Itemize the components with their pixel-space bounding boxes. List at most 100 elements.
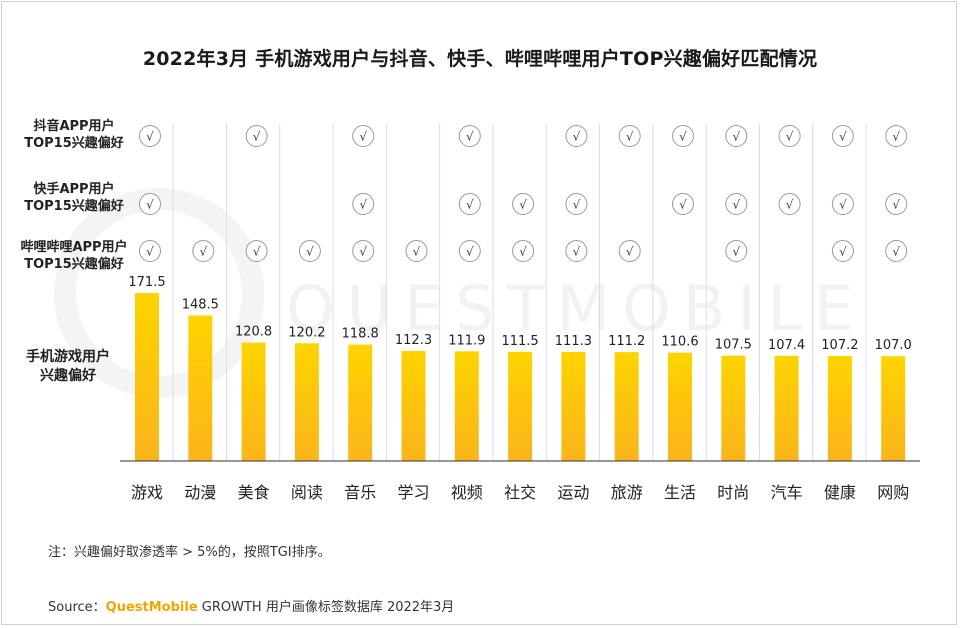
check-mark-douyin: √: [778, 125, 801, 147]
check-symbol: √: [253, 130, 261, 144]
check-mark-douyin: √: [139, 125, 161, 147]
check-mark-bilibili: √: [352, 240, 375, 262]
check-mark-douyin: √: [565, 125, 588, 147]
check-circle-icon: [831, 240, 854, 262]
source-text: GROWTH 用户画像标签数据库 2022年3月: [197, 600, 455, 615]
bar-音乐: [348, 344, 373, 461]
bar-网购: [881, 356, 906, 461]
check-symbol: √: [892, 130, 900, 144]
source-brand: QuestMobile: [105, 600, 198, 615]
source-prefix: Source：: [48, 600, 106, 615]
check-circle-icon: [672, 125, 694, 147]
watermark-text: QUESTMOBILE: [286, 272, 866, 345]
row-label-bilibili-line2: TOP15兴趣偏好: [24, 257, 124, 272]
check-symbol: √: [679, 130, 687, 144]
check-symbol: √: [786, 198, 794, 212]
row-label-bilibili: 哔哩哔哩APP用户 TOP15兴趣偏好: [4, 239, 144, 273]
category-label: 音乐: [344, 483, 376, 502]
bar-视频: [454, 351, 479, 461]
check-circle-icon: [352, 240, 375, 262]
category-label: 学习: [397, 483, 429, 502]
check-symbol: √: [199, 245, 207, 259]
check-mark-bilibili: √: [245, 240, 268, 262]
check-symbol: √: [626, 245, 634, 259]
row-label-kuaishou-line1: 快手APP用户: [33, 182, 115, 197]
check-symbol: √: [573, 130, 581, 144]
value-label: 111.5: [501, 334, 538, 349]
value-label: 111.9: [448, 333, 485, 348]
check-mark-kuaishou: √: [778, 193, 801, 215]
check-mark-kuaishou: √: [565, 193, 588, 215]
check-symbol: √: [466, 130, 474, 144]
check-symbol: √: [892, 198, 900, 212]
source-line: Source：QuestMobile GROWTH 用户画像标签数据库 2022…: [48, 596, 454, 615]
check-symbol: √: [359, 198, 367, 212]
check-symbol: √: [466, 198, 474, 212]
check-circle-icon: [885, 240, 908, 262]
check-mark-douyin: √: [245, 125, 268, 147]
check-circle-icon: [405, 240, 428, 262]
value-label: 171.5: [128, 275, 165, 290]
check-mark-bilibili: √: [458, 240, 481, 262]
check-mark-kuaishou: √: [672, 193, 694, 215]
check-mark-kuaishou: √: [725, 193, 748, 215]
check-circle-icon: [512, 240, 535, 262]
check-symbol: √: [253, 245, 261, 259]
check-circle-icon: [352, 125, 375, 147]
check-mark-bilibili: √: [512, 240, 535, 262]
value-label: 118.8: [342, 327, 379, 342]
check-circle-icon: [618, 240, 641, 262]
value-label: 111.2: [608, 334, 645, 349]
check-symbol: √: [839, 198, 847, 212]
bar-旅游: [614, 352, 639, 461]
check-symbol: √: [519, 245, 527, 259]
check-symbol: √: [626, 130, 634, 144]
category-label: 视频: [451, 483, 483, 502]
category-label: 汽车: [771, 483, 803, 502]
check-mark-douyin: √: [831, 125, 854, 147]
value-label: 120.8: [235, 325, 272, 340]
category-label: 阅读: [291, 483, 323, 502]
check-circle-icon: [458, 240, 481, 262]
value-label: 111.3: [555, 334, 592, 349]
check-mark-bilibili: √: [565, 240, 588, 262]
check-circle-icon: [139, 240, 161, 262]
check-circle-icon: [778, 125, 801, 147]
bar-美食: [241, 342, 266, 461]
check-mark-kuaishou: √: [831, 193, 854, 215]
category-label: 生活: [664, 483, 696, 502]
check-circle-icon: [885, 125, 908, 147]
chart-title: 2022年3月 手机游戏用户与抖音、快手、哔哩哔哩用户TOP兴趣偏好匹配情况: [142, 48, 818, 70]
check-mark-kuaishou: √: [885, 193, 908, 215]
check-mark-bilibili: √: [298, 240, 321, 262]
check-mark-douyin: √: [618, 125, 641, 147]
check-symbol: √: [413, 245, 421, 259]
check-mark-bilibili: √: [885, 240, 908, 262]
value-label: 120.2: [288, 325, 325, 340]
value-label: 107.2: [821, 338, 858, 353]
row-label-kuaishou-line2: TOP15兴趣偏好: [24, 199, 124, 214]
check-circle-icon: [831, 193, 854, 215]
check-symbol: √: [732, 198, 740, 212]
check-mark-douyin: √: [725, 125, 748, 147]
check-circle-icon: [725, 125, 748, 147]
category-label: 健康: [824, 483, 856, 502]
value-label: 107.5: [715, 338, 752, 353]
category-label: 美食: [238, 483, 270, 502]
check-mark-douyin: √: [458, 125, 481, 147]
bar-学习: [401, 350, 426, 461]
category-label: 游戏: [131, 483, 163, 502]
bar-游戏: [135, 293, 159, 461]
row-label-douyin: 抖音APP用户 TOP15兴趣偏好: [4, 118, 144, 152]
check-mark-bilibili: √: [725, 240, 748, 262]
check-mark-kuaishou: √: [352, 193, 375, 215]
check-mark-bilibili: √: [192, 240, 215, 262]
check-symbol: √: [306, 245, 314, 259]
check-symbol: √: [679, 198, 687, 212]
check-symbol: √: [146, 198, 154, 212]
category-label: 网购: [877, 483, 909, 502]
check-circle-icon: [778, 193, 801, 215]
row-label-kuaishou: 快手APP用户 TOP15兴趣偏好: [4, 181, 144, 215]
row-label-douyin-line1: 抖音APP用户: [33, 119, 115, 134]
metric-label-line1: 手机游戏用户: [26, 349, 110, 365]
